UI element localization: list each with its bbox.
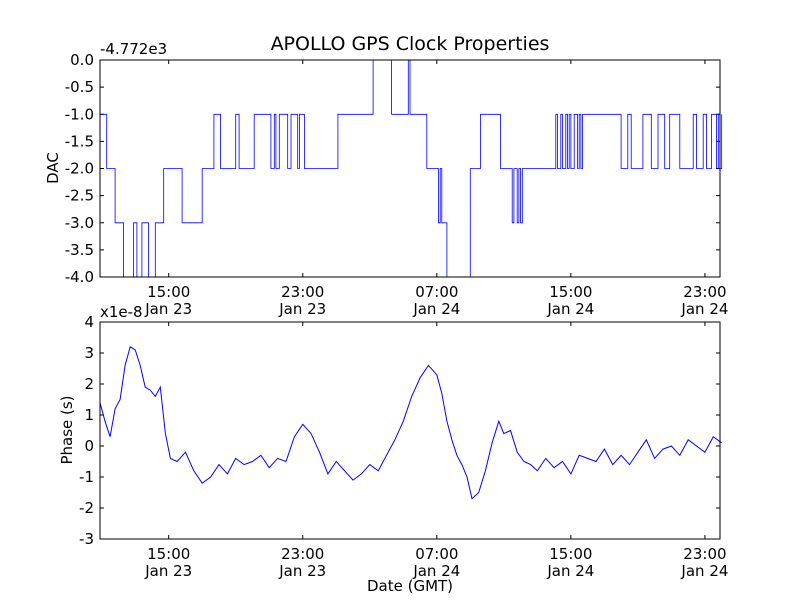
phase-ytick-label: 1 bbox=[84, 406, 94, 424]
phase-ytick-label: 0 bbox=[84, 437, 94, 455]
phase-series-line bbox=[99, 346, 722, 500]
phase-xtick-time: 15:00 bbox=[147, 545, 190, 563]
dac-offset-label: -4.772e3 bbox=[100, 40, 167, 58]
phase-scale-label: x1e-8 bbox=[100, 303, 143, 321]
phase-ylabel: Phase (s) bbox=[58, 395, 76, 464]
phase-xtick-date: Jan 24 bbox=[546, 562, 594, 580]
dac-xtick-date: Jan 23 bbox=[278, 300, 326, 318]
xaxis-label: Date (GMT) bbox=[367, 577, 453, 595]
dac-xtick-time: 15:00 bbox=[549, 283, 592, 301]
phase-ytick-label: -1 bbox=[79, 468, 94, 486]
dac-xtick-time: 23:00 bbox=[683, 283, 726, 301]
dac-xtick-date: Jan 24 bbox=[412, 300, 460, 318]
dac-ytick-label: -0.5 bbox=[65, 78, 94, 96]
dac-ytick-label: -3.5 bbox=[65, 241, 94, 259]
dac-ytick-label: -2.0 bbox=[65, 160, 94, 178]
dac-ylabel: DAC bbox=[44, 152, 62, 184]
phase-xtick-time: 15:00 bbox=[549, 545, 592, 563]
phase-xtick-time: 07:00 bbox=[415, 545, 458, 563]
phase-xtick-date: Jan 24 bbox=[680, 562, 728, 580]
dac-xtick-date: Jan 24 bbox=[546, 300, 594, 318]
dac-ytick-label: -3.0 bbox=[65, 214, 94, 232]
phase-xtick-date: Jan 23 bbox=[144, 562, 192, 580]
phase-ytick-label: -3 bbox=[79, 530, 94, 548]
phase-xtick-time: 23:00 bbox=[683, 545, 726, 563]
dac-plot-frame bbox=[99, 59, 721, 278]
chart-title: APOLLO GPS Clock Properties bbox=[271, 33, 550, 55]
phase-ytick-label: 4 bbox=[84, 313, 94, 331]
phase-ticks: 4 3 2 1 0 -1 -2 -3 bbox=[79, 313, 720, 548]
dac-ytick-label: -1.5 bbox=[65, 132, 94, 150]
dac-ytick-label: 0.0 bbox=[70, 51, 94, 69]
dac-series-line bbox=[100, 59, 723, 278]
phase-ytick-label: 2 bbox=[84, 375, 94, 393]
dac-ytick-label: -4.0 bbox=[65, 268, 94, 286]
dac-xtick-time: 15:00 bbox=[147, 283, 190, 301]
dac-xtick-time: 23:00 bbox=[281, 283, 324, 301]
phase-ytick-label: -2 bbox=[79, 499, 94, 517]
phase-plot-frame bbox=[99, 321, 721, 540]
dac-ytick-label: -2.5 bbox=[65, 187, 94, 205]
dac-xtick-date: Jan 24 bbox=[680, 300, 728, 318]
phase-xtick-date: Jan 24 bbox=[412, 562, 460, 580]
dac-xtick-date: Jan 23 bbox=[144, 300, 192, 318]
dac-xtick-time: 07:00 bbox=[415, 283, 458, 301]
phase-xtick-date: Jan 23 bbox=[278, 562, 326, 580]
phase-ytick-label: 3 bbox=[84, 344, 94, 362]
phase-xtick-time: 23:00 bbox=[281, 545, 324, 563]
dac-ytick-label: -1.0 bbox=[65, 105, 94, 123]
dac-subplot: -4.772e3 DAC 0.0 -0.5 -1.0 -1.5 -2.0 -2.5 -3.0… bbox=[44, 40, 728, 318]
dac-ticks: 0.0 -0.5 -1.0 -1.5 -2.0 -2.5 -3.0 -3.5 -4.0 bbox=[65, 51, 720, 286]
